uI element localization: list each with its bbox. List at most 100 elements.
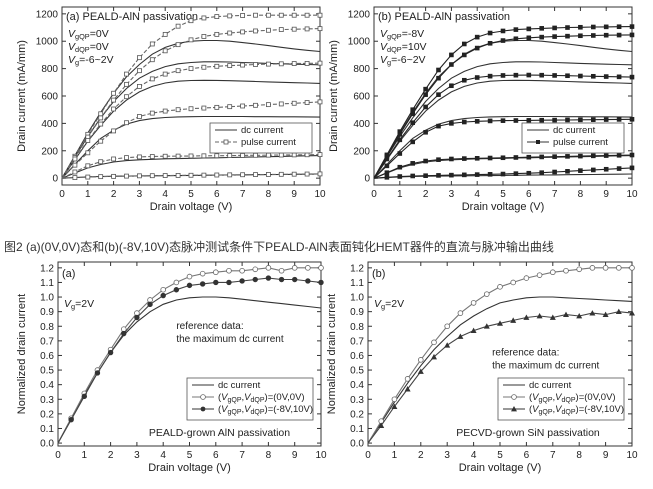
y-tick-label: 1.2 xyxy=(350,263,364,274)
series-marker xyxy=(72,156,78,162)
legend-label-part: gQP xyxy=(228,397,242,404)
series-marker xyxy=(304,12,310,18)
series-marker xyxy=(500,28,506,34)
series-marker xyxy=(265,102,271,108)
series-marker xyxy=(265,265,272,271)
series-marker xyxy=(616,24,622,30)
series-marker xyxy=(291,265,298,271)
series-marker xyxy=(616,166,622,171)
legend-label: (VgQP,VdQP)=(-8V,10V) xyxy=(218,404,313,416)
series-marker xyxy=(500,171,506,177)
y-tick-label: 0.4 xyxy=(350,380,364,391)
y-tick-label: 0.1 xyxy=(350,424,364,435)
series-marker xyxy=(214,172,220,178)
series-marker xyxy=(175,107,181,113)
series-marker xyxy=(124,94,129,100)
series-marker xyxy=(226,279,232,286)
series-marker xyxy=(474,34,480,40)
x-tick-label: 9 xyxy=(292,450,298,461)
series-marker xyxy=(252,276,258,283)
legend-label-part: V xyxy=(555,404,563,415)
annotation-text: the maximum dc current xyxy=(176,334,283,345)
legend-label-part: ( xyxy=(529,392,533,403)
series-marker xyxy=(549,269,556,276)
series-marker xyxy=(513,155,519,160)
series-marker xyxy=(72,169,78,175)
condition-label: VgQP=-8V xyxy=(380,28,424,41)
series-marker xyxy=(423,129,428,135)
series-marker xyxy=(111,97,116,103)
series-marker xyxy=(629,265,635,271)
series-marker xyxy=(72,175,78,181)
series-marker xyxy=(136,55,142,61)
condition-label: Vg=-6~2V xyxy=(68,54,114,67)
series-marker xyxy=(410,111,416,117)
legend-label: dc current xyxy=(553,125,596,136)
x-tick-label: 6 xyxy=(214,189,220,200)
x-tick-label: 3 xyxy=(134,450,140,461)
series-marker xyxy=(539,117,545,123)
series-marker xyxy=(461,156,467,161)
series-marker xyxy=(173,287,180,293)
x-tick-label: 10 xyxy=(626,189,638,200)
series-marker xyxy=(201,34,207,39)
series-marker xyxy=(175,23,181,29)
legend-label-part: )=(0V,0V) xyxy=(265,392,305,403)
series-marker xyxy=(563,267,569,274)
series-marker xyxy=(378,422,385,428)
legend-label: dc current xyxy=(241,125,284,136)
legend-label-part: dQP xyxy=(251,409,265,416)
y-axis-label: Drain current (mA/mm) xyxy=(328,40,340,152)
x-tick-label: 2 xyxy=(423,189,429,200)
y-tick-label: 0.9 xyxy=(40,307,54,318)
series-marker xyxy=(590,33,596,38)
series-marker xyxy=(397,132,403,137)
series-marker xyxy=(265,275,272,281)
y-tick-label: 0.9 xyxy=(350,307,364,318)
series-marker xyxy=(417,368,424,374)
series-marker xyxy=(188,172,194,178)
series-marker xyxy=(457,333,464,339)
series-marker xyxy=(526,72,532,78)
cond-v: V xyxy=(380,54,388,66)
series-marker xyxy=(214,153,220,159)
x-tick-label: 7 xyxy=(239,450,245,461)
x-tick-label: 1 xyxy=(85,189,91,200)
x-tick-label: 8 xyxy=(266,450,272,461)
series-marker xyxy=(523,314,530,320)
legend-label: pulse current xyxy=(241,137,296,148)
series-marker xyxy=(526,26,532,32)
series-marker xyxy=(201,105,207,111)
series-marker xyxy=(552,73,557,78)
panel-footer: PECVD-grown SiN passivation xyxy=(456,427,600,439)
series-marker xyxy=(175,153,181,159)
legend-label: (VgQP,VdQP)=(0V,0V) xyxy=(529,392,616,404)
series-marker xyxy=(565,154,570,159)
cond-val: =-8V xyxy=(402,28,424,40)
series-marker xyxy=(278,267,285,274)
panel-top-b: 0 1 2 3 4 5 6 7 8 9 10 0 200 400 600 800 1000 1200 Drain v… xyxy=(328,6,638,213)
condition-label: VgQP=0V xyxy=(68,28,109,41)
series-marker xyxy=(175,42,181,48)
series-marker xyxy=(470,327,477,334)
x-tick-label: 5 xyxy=(500,189,506,200)
series-marker xyxy=(94,370,101,376)
x-tick-label: 5 xyxy=(187,450,193,461)
x-tick-label: 3 xyxy=(444,450,450,461)
series-marker xyxy=(513,171,519,176)
series-marker xyxy=(124,173,129,179)
series-marker xyxy=(214,104,220,110)
series-marker xyxy=(147,297,153,303)
series-marker xyxy=(563,311,569,317)
series-marker xyxy=(304,26,310,32)
series-marker xyxy=(474,45,480,51)
series-marker xyxy=(410,120,416,125)
legend-label-part: ( xyxy=(529,404,533,415)
series-marker xyxy=(565,33,570,39)
series-marker xyxy=(474,172,480,177)
series-marker xyxy=(253,102,258,108)
series-marker xyxy=(278,276,285,283)
y-tick-label: 0.2 xyxy=(40,409,54,420)
series-marker xyxy=(578,33,583,39)
